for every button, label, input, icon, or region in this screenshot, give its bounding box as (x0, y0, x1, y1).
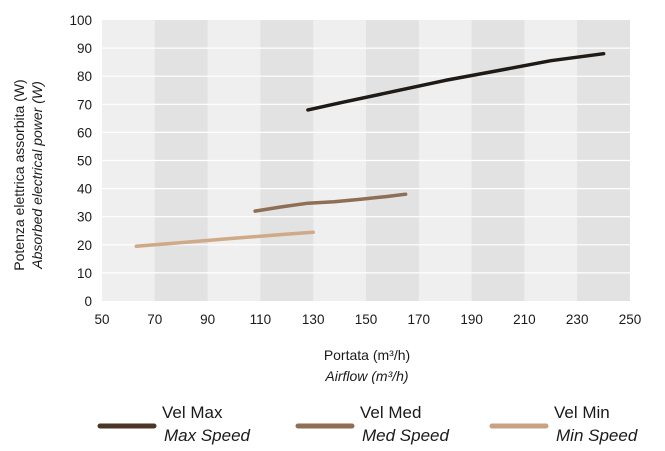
legend-label: Vel Med (360, 403, 421, 422)
y-tick-label: 90 (77, 41, 92, 56)
y-tick-label: 0 (84, 294, 92, 309)
y-tick-label: 40 (77, 182, 92, 197)
y-tick-label: 20 (77, 238, 92, 253)
series-line (306, 51, 606, 112)
x-tick-label: 130 (302, 312, 325, 327)
y-tick-label: 50 (77, 154, 92, 169)
y-tick-label: 70 (77, 97, 92, 112)
y-axis-title: Potenza elettrica assorbita (W) (11, 79, 27, 270)
legend-label-en: Med Speed (362, 426, 449, 445)
x-tick-label: 150 (355, 312, 378, 327)
y-tick-label: 60 (77, 125, 92, 140)
legend-label-en: Max Speed (164, 426, 251, 445)
x-tick-label: 170 (408, 312, 431, 327)
legend-item: Vel Max Max Speed (97, 403, 251, 445)
series-line (134, 230, 315, 248)
x-tick-label: 50 (94, 312, 109, 327)
legend-item: Vel Min Min Speed (489, 403, 638, 445)
series-line (253, 192, 408, 213)
plot-background (102, 20, 630, 301)
x-tick-label: 90 (200, 312, 215, 327)
y-axis-ticks: 0 10 20 30 40 50 60 70 80 90 100 (69, 13, 92, 309)
x-tick-label: 230 (566, 312, 589, 327)
y-tick-label: 10 (77, 266, 92, 281)
x-tick-label: 210 (513, 312, 536, 327)
legend-item: Vel Med Med Speed (295, 403, 449, 445)
legend-label: Vel Min (554, 403, 610, 422)
series-layer (134, 51, 606, 248)
x-axis-title: Portata (m³/h) (324, 347, 410, 363)
y-tick-label: 100 (69, 13, 92, 28)
y-tick-label: 30 (77, 210, 92, 225)
y-tick-label: 80 (77, 69, 92, 84)
legend-label-en: Min Speed (556, 426, 638, 445)
legend-label: Vel Max (162, 403, 223, 422)
y-axis-title-en: Absorbed electrical power (W) (29, 81, 45, 270)
legend: Vel Max Max Speed Vel Med Med Speed Vel Min M… (97, 403, 638, 445)
x-tick-label: 190 (460, 312, 483, 327)
x-tick-label: 70 (147, 312, 162, 327)
x-tick-label: 250 (619, 312, 642, 327)
x-tick-label: 110 (250, 312, 272, 327)
x-axis-title-en: Airflow (m³/h) (324, 368, 408, 384)
x-axis-ticks: 50 70 90 110 130 150 170 190 210 230 250 (94, 312, 641, 327)
